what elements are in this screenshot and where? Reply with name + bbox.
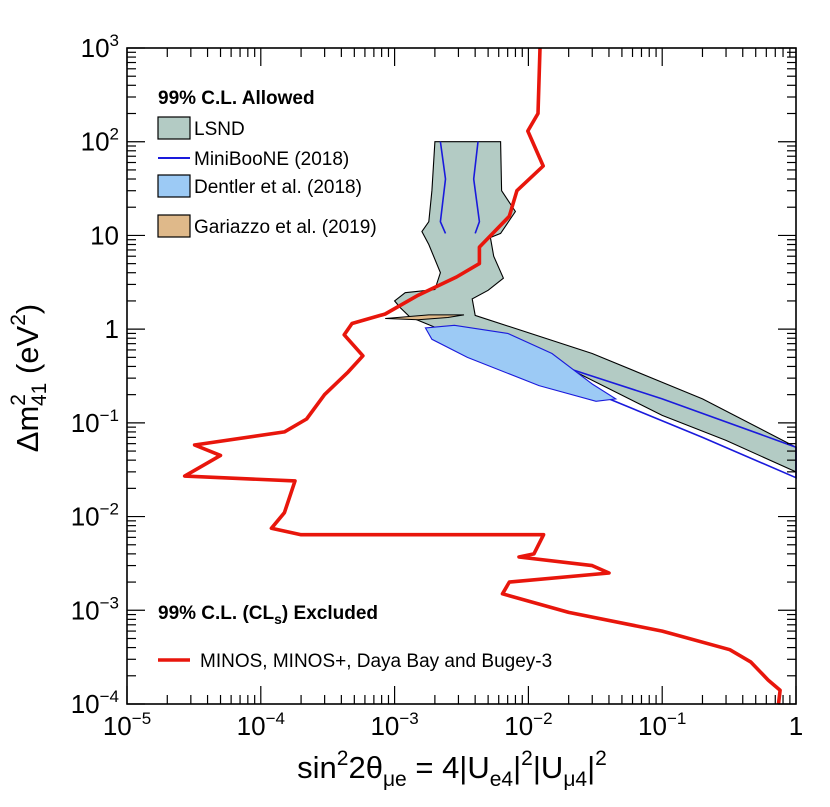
y-tick-label: 102	[81, 125, 119, 157]
legend-excluded-header: 99% C.L. (CLs) Excluded	[158, 603, 378, 627]
legend-swatch-4	[157, 214, 191, 238]
x-axis-title: sin22θμe = 4|Ue4|2|Uμ4|2	[297, 747, 607, 791]
lsnd-region	[393, 141, 797, 473]
y-tick-label: 10−1	[71, 406, 119, 438]
legend-label-4: Gariazzo et al. (2019)	[194, 217, 377, 238]
x-tick-label: 10−5	[103, 709, 151, 741]
x-tick-label: 1	[789, 711, 803, 741]
legend-swatch-3	[157, 174, 191, 198]
y-tick-label: 1	[105, 314, 119, 344]
legend-label-5: MINOS, MINOS+, Daya Bay and Bugey-3	[200, 651, 552, 672]
exclusion-contour	[182, 47, 782, 705]
x-tick-label: 10−1	[638, 709, 686, 741]
legend-label-1: LSND	[194, 119, 245, 140]
y-tick-label: 10	[90, 220, 119, 250]
y-tick-label: 10−3	[71, 593, 119, 625]
legend-label-2: MiniBooNE (2018)	[194, 149, 349, 170]
legend-label-3: Dentler et al. (2018)	[194, 177, 362, 198]
x-tick-label: 10−4	[237, 709, 285, 741]
y-tick-label: 10−2	[71, 500, 119, 532]
miniboone-island-right	[472, 141, 481, 234]
y-axis-title: Δm241 (eV2)	[7, 304, 51, 452]
dentler-region	[424, 324, 618, 402]
y-tick-label: 10−4	[71, 687, 119, 719]
y-tick-label: 103	[81, 31, 119, 63]
legend-swatch-1	[157, 116, 191, 140]
plot-frame	[126, 47, 797, 705]
legend-allowed-header: 99% C.L. Allowed	[158, 88, 315, 109]
x-tick-label: 10−3	[370, 709, 418, 741]
miniboone-island-left	[439, 141, 447, 234]
x-tick-label: 10−2	[504, 709, 552, 741]
gariazzo-region	[385, 314, 465, 321]
